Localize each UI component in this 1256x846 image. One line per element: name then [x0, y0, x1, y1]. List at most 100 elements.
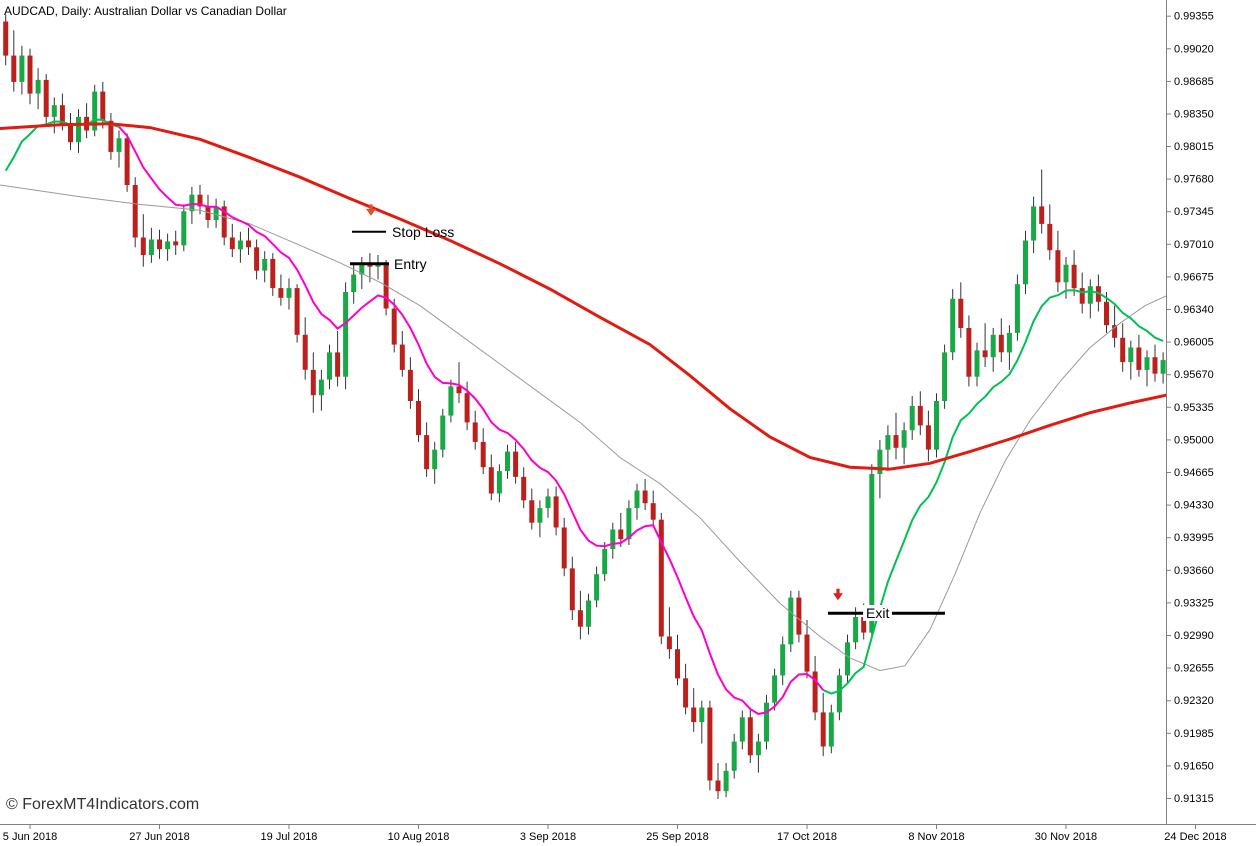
candlestick: [327, 352, 332, 380]
candlestick: [505, 451, 510, 472]
candlestick: [990, 334, 996, 358]
candlestick: [1014, 284, 1020, 333]
candlestick: [19, 55, 25, 82]
price-tick-label: 0.97680: [1174, 174, 1214, 186]
candlestick: [148, 239, 154, 256]
price-tick-label: 0.91650: [1174, 760, 1214, 772]
price-tick-label: 0.92990: [1174, 630, 1214, 642]
price-tick-label: 0.98015: [1174, 141, 1214, 153]
candlestick: [68, 123, 73, 143]
candlestick: [391, 308, 397, 345]
candlestick: [1136, 347, 1142, 370]
price-axis[interactable]: 0.99355 0.99020 0.98685 0.98350 0.98015 0.976…: [1166, 0, 1214, 824]
fast-trend-ma-up: [4, 118, 120, 172]
candlestick: [602, 548, 608, 575]
candlestick: [189, 194, 195, 212]
candlestick: [440, 415, 446, 450]
candlestick: [877, 449, 883, 474]
candlestick: [634, 490, 640, 508]
candlestick: [893, 435, 899, 448]
date-tick-label: 19 Jul 2018: [261, 831, 318, 843]
candlestick: [796, 597, 802, 635]
candlestick: [1055, 250, 1061, 283]
price-tick-label: 0.95670: [1174, 369, 1214, 381]
candlestick: [569, 568, 575, 611]
candlestick: [958, 298, 964, 328]
candlestick: [853, 617, 859, 643]
date-tick-label: 5 Jun 2018: [3, 831, 57, 843]
candlestick: [351, 274, 357, 292]
candlestick: [966, 328, 972, 377]
candlestick: [1152, 357, 1158, 374]
candlestick: [942, 352, 948, 402]
candlestick: [764, 702, 769, 742]
candlestick: [416, 401, 421, 436]
price-tick-label: 0.99020: [1174, 43, 1214, 55]
candlestick: [1112, 325, 1118, 338]
candlestick: [286, 288, 292, 298]
candlestick: [11, 55, 17, 82]
candlestick: [755, 741, 761, 756]
candlestick: [318, 379, 324, 396]
date-tick-label: 27 Jun 2018: [129, 831, 190, 843]
entry-label: Entry: [394, 255, 427, 272]
candlestick: [1079, 288, 1085, 304]
candlestick: [812, 671, 818, 713]
candlestick: [1128, 347, 1134, 363]
candlestick: [683, 678, 689, 708]
candlestick: [982, 350, 988, 358]
candlestick: [3, 21, 9, 56]
candlestick: [221, 206, 227, 238]
price-tick-label: 0.96005: [1174, 337, 1214, 349]
candlestick: [610, 529, 616, 549]
price-tick-label: 0.98350: [1174, 109, 1214, 121]
candlestick: [642, 490, 648, 504]
date-axis[interactable]: 5 Jun 2018 27 Jun 2018 19 Jul 2018 10 Aug 2…: [0, 824, 1256, 843]
candlestick: [788, 597, 794, 645]
candlestick: [399, 344, 405, 370]
candlestick: [747, 717, 753, 756]
candlestick: [472, 422, 478, 442]
price-tick-label: 0.96675: [1174, 271, 1214, 283]
candlestick: [513, 451, 519, 477]
candlestick: [521, 476, 527, 501]
candlestick: [1104, 301, 1109, 326]
candlestick: [76, 116, 81, 143]
candlestick: [270, 258, 276, 289]
candlestick: [92, 91, 98, 131]
candlestick: [909, 405, 915, 431]
slow-ma-line: [0, 122, 1166, 471]
candlestick: [998, 334, 1004, 353]
candlestick: [917, 405, 923, 426]
price-tick-label: 0.99355: [1174, 11, 1214, 23]
candlestick: [343, 292, 349, 377]
chart-title: AUDCAD, Daily: Australian Dollar vs Cana…: [4, 4, 287, 18]
date-tick-label: 8 Nov 2018: [908, 831, 964, 843]
candlestick: [197, 194, 203, 207]
candlestick: [1120, 337, 1126, 363]
candlestick: [529, 500, 535, 523]
candlestick: [27, 55, 33, 94]
watermark: © ForexMT4Indicators.com: [6, 796, 200, 813]
candlestick: [561, 527, 567, 569]
candlestick: [828, 712, 834, 747]
candlestick: [1071, 264, 1077, 289]
candlestick: [707, 707, 713, 781]
date-tick-label: 30 Nov 2018: [1035, 831, 1097, 843]
candlestick: [1063, 264, 1069, 283]
candlestick: [723, 770, 729, 792]
candlestick: [367, 264, 373, 267]
candlestick: [715, 780, 721, 792]
plot-layers: [0, 14, 1166, 799]
candlestick: [650, 503, 656, 520]
mid-ma-line: [0, 184, 1166, 672]
date-tick-label: 10 Aug 2018: [388, 831, 450, 843]
price-tick-label: 0.94665: [1174, 467, 1214, 479]
price-tick-label: 0.91985: [1174, 728, 1214, 740]
candlestick: [861, 617, 867, 633]
candlestick: [675, 649, 680, 679]
candlestick: [577, 610, 583, 627]
candlestick: [294, 288, 300, 335]
